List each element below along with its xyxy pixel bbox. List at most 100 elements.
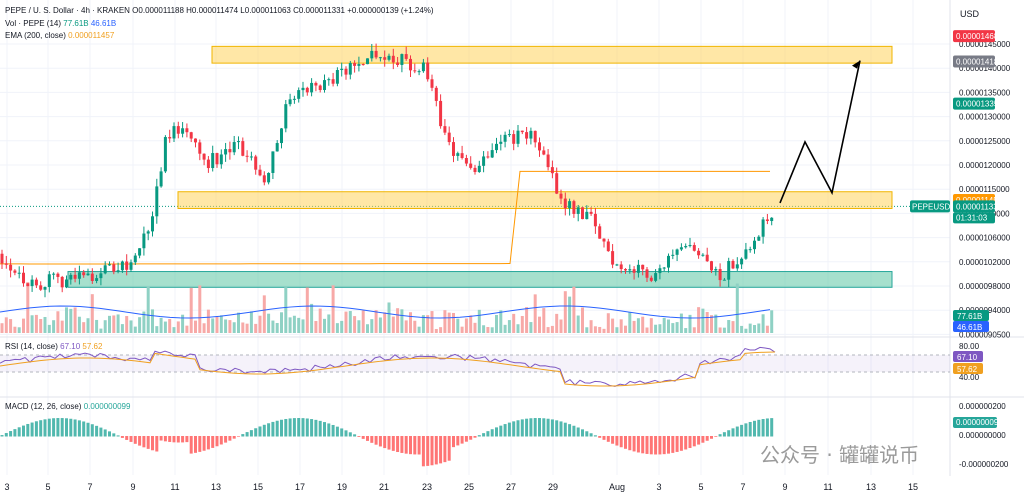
macd-histogram-bar — [525, 418, 529, 437]
macd-legend[interactable]: MACD (12, 26, close) 0.000000099 — [5, 402, 130, 411]
candle-body — [555, 173, 559, 194]
candle-body — [133, 255, 137, 263]
volume-bar — [710, 315, 713, 333]
macd-histogram-bar — [181, 436, 185, 443]
volume-bar — [409, 312, 412, 333]
macd-histogram-bar — [90, 424, 94, 437]
candle-body — [636, 264, 640, 273]
macd-histogram-bar — [366, 436, 369, 441]
macd-histogram-bar — [542, 418, 546, 437]
volume-bar — [254, 323, 258, 333]
candle-body — [550, 167, 554, 174]
candle-body — [744, 249, 748, 259]
volume-bar — [232, 322, 236, 333]
candle-body — [254, 156, 258, 170]
candle-body — [675, 249, 679, 255]
candle-body — [65, 279, 68, 288]
candle-body — [262, 175, 266, 183]
macd-histogram-bar — [30, 422, 34, 437]
volume-label: Vol · PEPE (14) — [5, 19, 62, 28]
macd-histogram-bar — [69, 418, 73, 437]
candle-body — [52, 273, 56, 275]
macd-histogram-bar — [538, 418, 541, 437]
volume-bar — [86, 318, 90, 333]
macd-histogram-bar — [581, 429, 584, 437]
candle-body — [757, 236, 761, 241]
volume-tag — [953, 310, 989, 321]
macd-histogram-bar — [550, 419, 554, 437]
macd-histogram-bar — [632, 436, 636, 452]
volume-bar — [65, 307, 68, 333]
time-tick-label: 3 — [4, 482, 9, 492]
candle-body — [112, 264, 116, 272]
volume-bar — [112, 315, 116, 333]
macd-histogram-bar — [331, 424, 335, 437]
candle-body — [211, 153, 215, 169]
candle-body — [452, 142, 455, 156]
macd-histogram-bar — [761, 419, 765, 437]
candle-body — [761, 219, 765, 237]
volume-bar — [684, 328, 688, 333]
price-label-tag — [953, 55, 995, 68]
price-tick-label: 0.0000145000 — [959, 40, 1011, 49]
volume-bar — [383, 312, 387, 333]
volume-bar — [17, 327, 21, 333]
macd-histogram-bar — [284, 418, 288, 437]
volume-bar — [770, 310, 774, 333]
macd-histogram-bar — [43, 419, 47, 437]
volume-bar — [280, 312, 283, 333]
ema-line — [0, 170, 771, 265]
volume-bar — [4, 317, 8, 333]
macd-histogram-bar — [370, 436, 374, 443]
volume-bar — [142, 311, 146, 333]
candle-body — [90, 273, 94, 281]
candle-body — [43, 287, 47, 290]
macd-histogram-bar — [172, 436, 176, 443]
volume-bar — [108, 315, 111, 333]
volume-bar — [172, 327, 176, 333]
close-value: C0.000011331 — [293, 6, 346, 15]
macd-histogram-bar — [112, 433, 116, 437]
high-value: H0.000011474 — [186, 6, 239, 15]
macd-histogram-bar — [305, 418, 309, 437]
macd-histogram-bar — [194, 436, 197, 453]
candle-body — [301, 87, 305, 91]
macd-histogram-bar — [344, 430, 348, 437]
candle-body — [662, 267, 666, 269]
volume-bar — [77, 316, 81, 333]
candle-body — [189, 132, 193, 139]
candle-body — [284, 104, 288, 129]
volume-bar — [224, 319, 228, 333]
macd-histogram-bar — [649, 436, 653, 455]
candle-body — [692, 245, 696, 251]
macd-histogram-bar — [17, 427, 21, 437]
volume-bar — [606, 313, 610, 333]
candle-body — [426, 62, 430, 80]
rsi-legend[interactable]: RSI (14, close) 67.10 57.62 — [5, 342, 102, 351]
ema-legend[interactable]: EMA (200, close) 0.000011457 — [5, 31, 114, 40]
candle-body — [658, 268, 662, 274]
macd-histogram-bar — [697, 436, 701, 445]
volume-bar — [654, 324, 658, 333]
macd-histogram-bar — [692, 436, 696, 447]
candle-body — [224, 149, 228, 155]
volume-bar — [572, 286, 576, 333]
price-tick-label: 0.0000102000 — [959, 258, 1011, 267]
volume-legend[interactable]: Vol · PEPE (14) 77.61B 46.61B — [5, 19, 116, 28]
volume-bar — [335, 323, 339, 333]
macd-histogram-bar — [206, 436, 210, 450]
candle-body — [95, 278, 99, 281]
candle-body — [671, 254, 675, 256]
candle-body — [340, 68, 344, 71]
candle-body — [688, 245, 692, 247]
volume-bar — [275, 323, 279, 333]
price-tick-label: 0.0000106000 — [959, 234, 1011, 243]
volume-bar — [155, 326, 159, 333]
candle-body — [344, 68, 348, 75]
candle-body — [4, 263, 8, 265]
candle-body — [473, 167, 477, 173]
candle-body — [305, 87, 309, 93]
symbol-line[interactable]: PEPE / U. S. Dollar · 4h · KRAKEN — [5, 6, 130, 15]
macd-histogram-bar — [378, 436, 382, 447]
